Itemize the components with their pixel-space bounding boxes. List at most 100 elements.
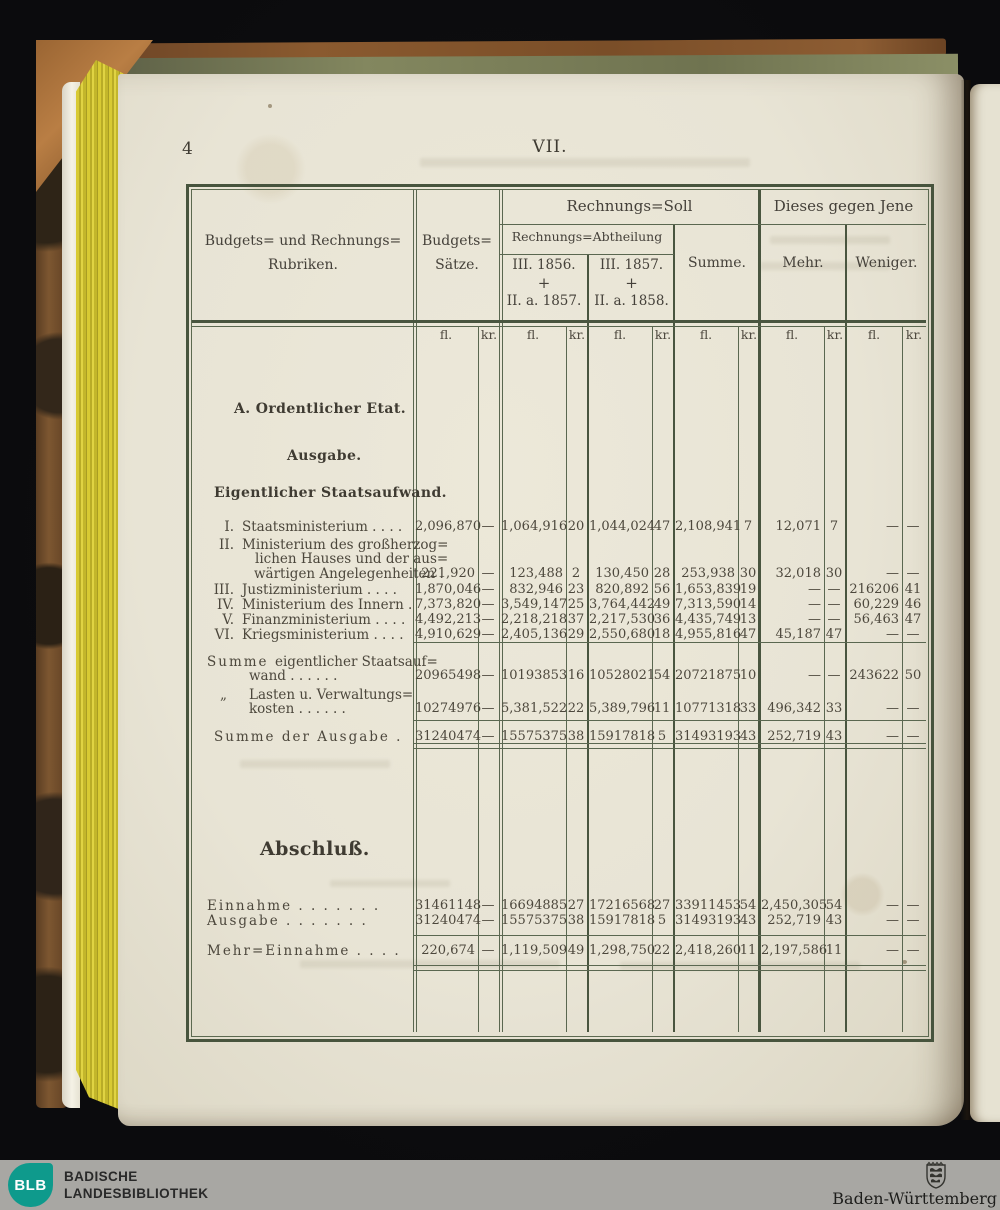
paper-speck <box>268 104 272 108</box>
value-cell: — <box>481 943 495 958</box>
header-mehr: Mehr. <box>782 255 824 271</box>
value-cell: 2,217,530 <box>589 612 656 627</box>
column-rule <box>478 326 479 1032</box>
table-row: VI. Kriegsministerium . . . . 4,910,629—… <box>192 627 926 643</box>
value-cell: 38 <box>567 729 585 744</box>
value-cell: 2,197,586 <box>761 943 828 958</box>
value-cell: 33911453 <box>675 898 742 913</box>
value-cell: 20 <box>567 519 585 534</box>
unit-kr-label: kr. <box>826 327 844 342</box>
value-cell: 15575375 <box>501 729 568 744</box>
table-inner-frame: Budgets= und Rechnungs= Rubriken. Budget… <box>191 189 929 1037</box>
header-budgets-line2: Sätze. <box>435 257 479 273</box>
value-cell: 56,463 <box>853 612 900 627</box>
column-rule <box>587 254 589 1032</box>
value-cell: 123,488 <box>509 566 563 581</box>
row-label: Kriegsministerium . . . . <box>242 627 404 643</box>
table-row: wand . . . . . . 20965498— 10193853 16 10… <box>192 668 926 684</box>
sum-rule <box>414 642 926 643</box>
row-numeral: I. <box>224 519 234 535</box>
column-rule <box>499 190 500 1032</box>
bleed-through <box>420 158 750 167</box>
value-cell: 12,071 <box>775 519 822 534</box>
value-cell: 46 <box>904 597 922 612</box>
value-cell: 11 <box>739 943 757 958</box>
table-row: I. Staatsministerium . . . . 2,096,870— … <box>192 519 926 535</box>
value-cell: 2,218,218 <box>501 612 568 627</box>
value-cell: — <box>808 597 821 612</box>
header-1856-plus: + <box>537 274 551 292</box>
value-cell: 10274976 <box>415 701 482 716</box>
row-numeral: III. <box>213 582 234 598</box>
row-label: Summe <box>207 654 269 670</box>
sum-rule <box>414 720 926 721</box>
row-label: wand . . . . . . <box>249 668 338 684</box>
table-row: lichen Hauses und der aus= <box>192 551 926 567</box>
value-cell: 15917818 <box>589 729 656 744</box>
value-cell: 38 <box>567 913 585 928</box>
row-label: Lasten u. Verwaltungs= <box>249 687 414 703</box>
value-cell: 10 <box>739 668 757 683</box>
row-label: Einnahme . . . . . . . <box>207 898 381 914</box>
row-label: lichen Hauses und der aus= <box>255 551 449 567</box>
value-cell: 22 <box>653 943 671 958</box>
value-cell: 252,719 <box>767 913 821 928</box>
sum-rule <box>414 965 926 966</box>
value-cell: 1,870,046 <box>415 582 482 597</box>
value-cell: 16 <box>567 668 585 683</box>
column-rule <box>738 326 739 1032</box>
value-cell: 5,381,522 <box>501 701 568 716</box>
sum-rule <box>414 743 926 744</box>
value-cell: — <box>886 519 899 534</box>
value-cell: — <box>906 519 920 534</box>
value-cell: — <box>481 597 495 612</box>
row-label: eigentlicher Staatsauf= <box>275 654 438 670</box>
header-dieses-gegen-jene: Dieses gegen Jene <box>773 197 914 215</box>
bleed-through <box>300 960 560 968</box>
row-numeral: II. <box>219 537 234 553</box>
value-cell: 47 <box>739 627 757 642</box>
value-cell: 49 <box>653 597 671 612</box>
facing-page-edge <box>970 84 1000 1122</box>
value-cell: 7 <box>829 519 839 534</box>
value-cell: 5,389,796 <box>589 701 656 716</box>
value-cell: 23 <box>567 582 585 597</box>
value-cell: 252,719 <box>767 729 821 744</box>
library-name-line2: LANDESBIBLIOTHEK <box>64 1186 209 1201</box>
value-cell: — <box>906 701 920 716</box>
sum-rule <box>414 970 926 971</box>
value-cell: 43 <box>825 729 843 744</box>
value-cell: 1,119,509 <box>501 943 568 958</box>
value-cell: 820,892 <box>595 582 649 597</box>
page-number: 4 <box>182 139 193 159</box>
value-cell: 31461148 <box>415 898 482 913</box>
header-rubriken-line2: Rubriken. <box>268 257 338 273</box>
table-row: Summe eigentlicher Staatsauf= <box>192 654 926 670</box>
value-cell: — <box>481 729 495 744</box>
table-row: kosten . . . . . . 10274976— 5,381,522 22… <box>192 701 926 717</box>
header-1857-line2: II. a. 1858. <box>594 293 669 309</box>
value-cell: 43 <box>739 729 757 744</box>
row-numeral: VI. <box>214 627 234 643</box>
value-cell: 49 <box>567 943 585 958</box>
book-page <box>118 74 964 1126</box>
value-cell: — <box>886 943 899 958</box>
value-cell: 36 <box>653 612 671 627</box>
value-cell: — <box>886 729 899 744</box>
column-rule <box>673 224 675 1032</box>
value-cell: 1,653,839 <box>675 582 742 597</box>
value-cell: 16694885 <box>501 898 568 913</box>
ledger-table: Budgets= und Rechnungs= Rubriken. Budget… <box>186 184 934 1042</box>
value-cell: — <box>886 913 899 928</box>
header-1857-line1: III. 1857. <box>599 257 664 273</box>
value-cell: — <box>827 582 841 597</box>
region-label: Baden-Württemberg <box>832 1189 997 1208</box>
column-rule <box>652 326 653 1032</box>
row-label: Ministerium des großherzog= <box>242 537 449 553</box>
value-cell: 832,946 <box>509 582 563 597</box>
value-cell: — <box>906 566 920 581</box>
value-cell: 2,550,680 <box>589 627 656 642</box>
header-rule <box>500 254 674 255</box>
row-label: Ministerium des Innern . <box>242 597 413 613</box>
